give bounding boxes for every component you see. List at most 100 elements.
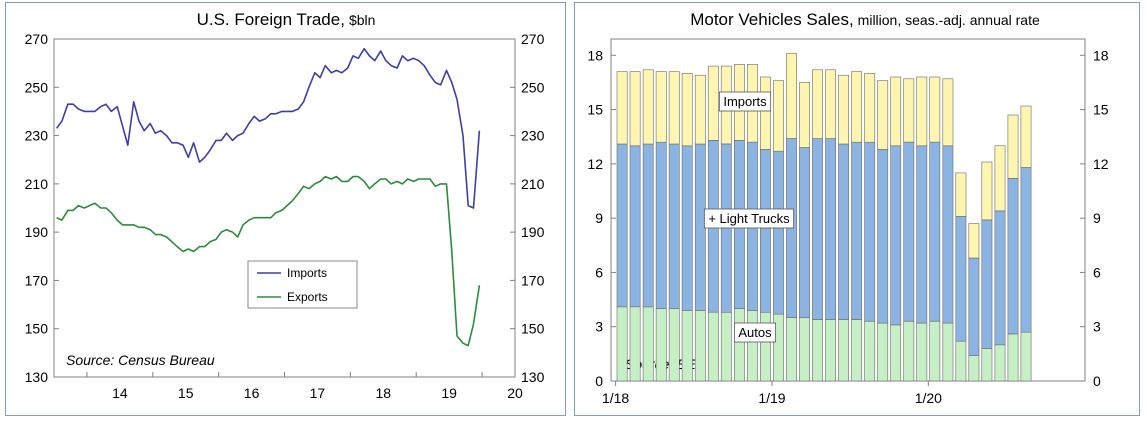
chart-title-unit: million, seas.-adj. annual rate (858, 12, 1040, 28)
bar-autos (929, 320, 941, 382)
bar-autos (734, 308, 745, 382)
y-tick-label-left: 270 (25, 31, 49, 47)
y-tick-label-right: 0 (1093, 373, 1101, 389)
bar-autos (655, 308, 667, 382)
bar-imports (812, 69, 823, 139)
bar-imports (968, 223, 980, 259)
x-tick-label: 17 (310, 385, 326, 401)
bar-light-trucks (681, 145, 693, 311)
x-tick-label: 18 (375, 385, 391, 401)
y-tick-label-right: 210 (521, 176, 545, 192)
bar-imports (890, 76, 902, 147)
bar-light-trucks (799, 147, 810, 319)
annotation-light-trucks: + Light Trucks (708, 211, 790, 226)
bar-imports (694, 74, 706, 145)
bar-imports (799, 82, 810, 148)
y-tick-label-left: 0 (595, 373, 603, 389)
x-tick-label: 15 (178, 385, 194, 401)
bar-autos (694, 310, 706, 382)
bar-imports (642, 69, 654, 145)
bar-imports (655, 71, 667, 143)
y-tick-label-right: 6 (1093, 264, 1101, 280)
bar-light-trucks (773, 150, 784, 315)
bar-autos (903, 320, 915, 382)
y-tick-label-right: 18 (1093, 47, 1109, 63)
bar-light-trucks (994, 210, 1006, 346)
legend-box (247, 260, 358, 309)
y-tick-label-left: 150 (25, 321, 49, 337)
bar-light-trucks (760, 149, 771, 313)
bar-autos (629, 306, 641, 382)
bar-autos (890, 324, 902, 382)
x-tick-label: 19 (441, 385, 457, 401)
y-tick-label-left: 190 (25, 224, 49, 240)
bar-imports (903, 78, 915, 143)
bar-imports (668, 71, 680, 145)
bar-imports (929, 76, 941, 143)
bar-autos (1020, 331, 1032, 382)
bar-autos (616, 306, 628, 382)
y-tick-label-right: 230 (521, 128, 545, 144)
y-tick-label-left: 130 (25, 369, 49, 385)
bar-autos (720, 311, 732, 382)
bar-light-trucks (890, 145, 902, 326)
bar-autos (786, 317, 797, 382)
bar-imports (629, 71, 641, 147)
annotation-autos: Autos (738, 325, 772, 340)
bar-autos (760, 311, 771, 382)
bar-autos (707, 311, 719, 382)
bar-autos (981, 348, 993, 382)
bar-imports (1020, 105, 1032, 168)
y-tick-label-right: 150 (521, 321, 545, 337)
x-tick-label: 16 (244, 385, 260, 401)
bar-imports (760, 76, 771, 150)
vehicle-sales-chart: Motor Vehicles Sales, million, seas.-adj.… (587, 10, 1109, 406)
x-tick-label: 1/20 (915, 390, 942, 406)
foreign-trade-chart: U.S. Foreign Trade, $bln Imports Exports … (25, 10, 545, 401)
x-tick-label: 1/18 (602, 390, 629, 406)
y-tick-label-right: 170 (521, 272, 545, 288)
y-tick-label-left: 6 (595, 264, 603, 280)
bar-light-trucks (955, 216, 967, 342)
y-tick-label-right: 12 (1093, 156, 1109, 172)
bar-light-trucks (812, 138, 823, 320)
bar-light-trucks (825, 138, 836, 320)
x-tick-label: 1/19 (758, 390, 785, 406)
bar-autos (916, 322, 928, 382)
bar-imports (851, 71, 862, 143)
y-tick-label-right: 250 (521, 79, 545, 95)
bar-light-trucks (851, 141, 862, 320)
chart-title-main: U.S. Foreign Trade, (197, 10, 345, 29)
bar-autos (681, 310, 693, 382)
annotation-imports-box (718, 91, 772, 112)
bar-light-trucks (942, 145, 954, 324)
bar-imports (825, 69, 836, 139)
y-tick-label-left: 12 (587, 156, 603, 172)
bar-light-trucks (877, 149, 889, 324)
y-tick-label-right: 9 (1093, 210, 1101, 226)
bar-autos (955, 340, 967, 382)
y-tick-label-right: 15 (1093, 102, 1109, 118)
bar-imports (1007, 114, 1019, 179)
bar-imports (773, 80, 784, 152)
y-tick-label-left: 9 (595, 210, 603, 226)
bar-autos (825, 319, 836, 382)
bar-imports (681, 73, 693, 147)
bar-imports (877, 80, 889, 150)
bar-autos (747, 310, 758, 382)
bar-light-trucks (694, 143, 706, 311)
bar-light-trucks (642, 143, 654, 308)
bar-autos (994, 344, 1006, 382)
bar-autos (838, 319, 849, 382)
annotation-imports: Imports (723, 94, 767, 109)
bar-light-trucks (668, 143, 680, 309)
y-tick-label-left: 15 (587, 102, 603, 118)
y-tick-label-left: 210 (25, 176, 49, 192)
y-tick-label-left: 18 (587, 47, 603, 63)
bar-light-trucks (981, 219, 993, 349)
bar-autos (968, 355, 980, 382)
bar-light-trucks (916, 145, 928, 324)
bar-imports (786, 53, 797, 139)
legend-label-imports: Imports (287, 266, 327, 280)
bar-light-trucks (929, 141, 941, 322)
